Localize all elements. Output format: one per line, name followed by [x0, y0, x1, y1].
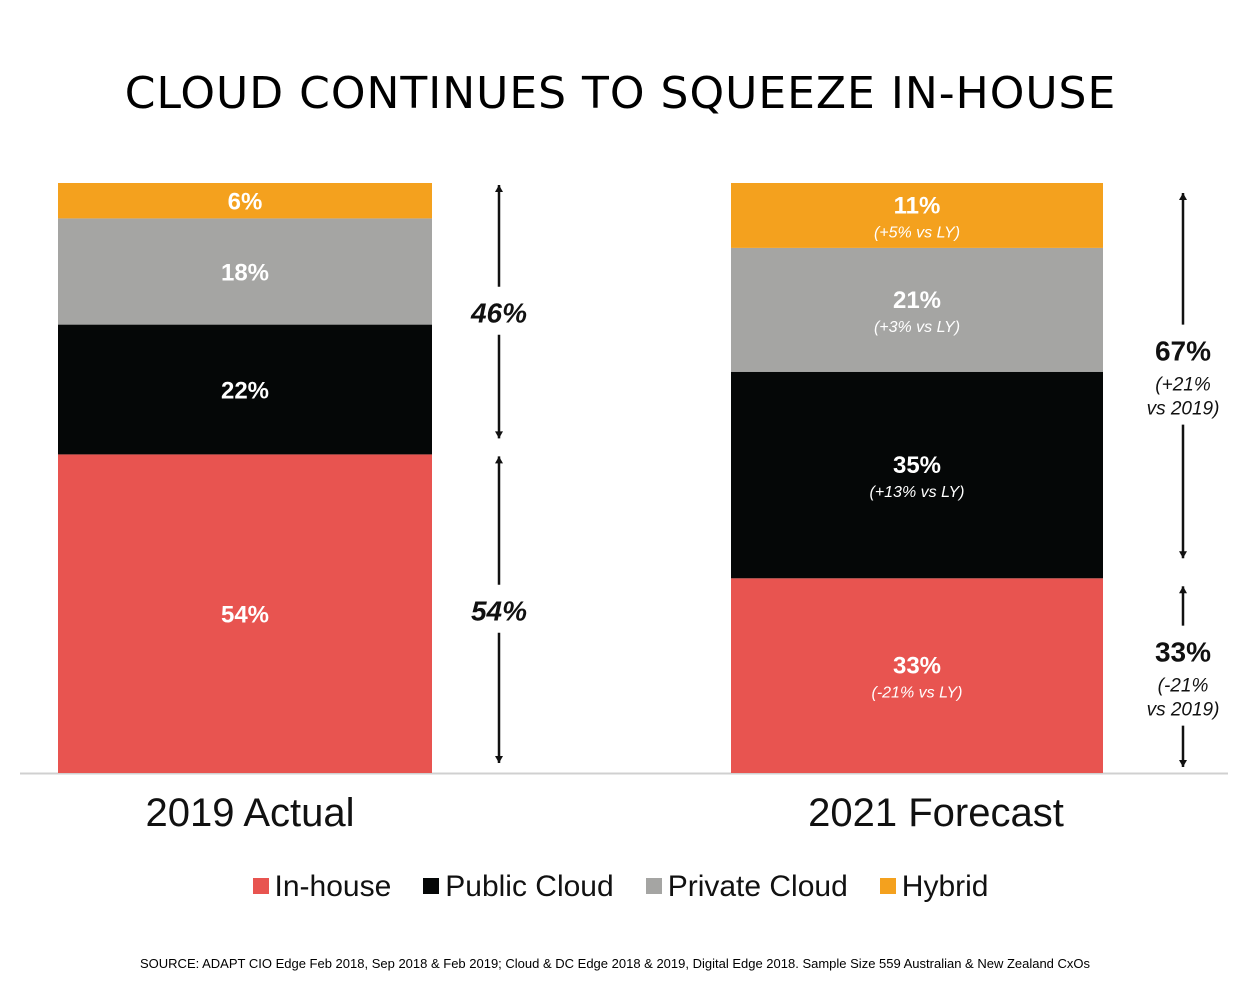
legend-label: In-house [274, 870, 392, 903]
bar-segment-private-cloud-1 [58, 218, 432, 325]
bar-segment-in-house-2 [731, 578, 1103, 773]
bracket-label: 33% [1155, 637, 1211, 668]
data-label: 35% [893, 452, 941, 479]
bar-segment-hybrid-1 [58, 183, 432, 219]
legend-item-hybrid: Hybrid [879, 870, 989, 904]
bar-segment-public-cloud-2 [731, 371, 1103, 579]
bracket-label: 54% [471, 596, 527, 627]
legend-swatch [879, 878, 896, 894]
data-label: 18% [221, 260, 269, 287]
data-label: 33% [893, 653, 941, 680]
legend: In-house Public Cloud Private Cloud Hybrid [0, 870, 1241, 904]
data-sublabel: (-21% vs LY) [872, 685, 963, 702]
data-label: 54% [221, 602, 269, 629]
legend-swatch [645, 878, 662, 894]
bar-segment-private-cloud-2 [731, 247, 1103, 372]
data-label: 6% [228, 189, 263, 216]
bar-segment-public-cloud-1 [58, 324, 432, 455]
bracket-sublabel: (+21% [1155, 375, 1211, 396]
data-sublabel: (+3% vs LY) [874, 319, 960, 336]
legend-label: Hybrid [901, 870, 989, 903]
legend-item-in-house: In-house [252, 870, 392, 904]
category-label: 2021 Forecast [808, 791, 1064, 835]
data-sublabel: (+13% vs LY) [869, 484, 964, 501]
bar-segment-in-house-1 [58, 454, 432, 773]
bracket-cloud-2-bottom-arrow [1179, 551, 1187, 559]
stacked-bar-chart: 54% 22% 18% 6% 2019 Actual 33% (-21% vs LY) 35%… [20, 183, 1228, 835]
legend-swatch [252, 878, 269, 894]
legend-swatch [423, 878, 440, 894]
source-note: SOURCE: ADAPT CIO Edge Feb 2018, Sep 201… [140, 956, 1091, 971]
bracket-label: 67% [1155, 336, 1211, 367]
legend-label: Public Cloud [445, 870, 614, 903]
bar-segment-hybrid-2 [731, 183, 1103, 248]
bracket-cloud-1-bottom-arrow [495, 431, 503, 439]
legend-item-private-cloud: Private Cloud [645, 870, 848, 904]
bracket-in-house-1-top-arrow [495, 456, 503, 464]
bracket-in-house-1-bottom-arrow [495, 756, 503, 763]
data-label: 21% [893, 287, 941, 314]
bracket-label: 46% [470, 298, 527, 329]
bracket-in-house-2-bottom-arrow [1179, 760, 1187, 767]
bracket-in-house-2-top-arrow [1179, 586, 1187, 594]
category-label: 2019 Actual [145, 791, 354, 835]
data-label: 11% [894, 192, 941, 219]
legend-label: Private Cloud [667, 870, 848, 903]
bracket-sublabel: (-21% [1158, 676, 1209, 697]
data-label: 22% [221, 378, 269, 405]
bracket-cloud-2-top-arrow [1179, 193, 1187, 200]
bracket-sublabel: vs 2019) [1147, 399, 1220, 420]
bracket-cloud-1-top-arrow [495, 185, 503, 192]
bracket-sublabel: vs 2019) [1147, 700, 1220, 721]
chart-title: CLOUD CONTINUES TO SQUEEZE IN-HOUSE [124, 68, 1117, 119]
data-sublabel: (+5% vs LY) [874, 224, 960, 241]
legend-item-public-cloud: Public Cloud [423, 870, 614, 904]
